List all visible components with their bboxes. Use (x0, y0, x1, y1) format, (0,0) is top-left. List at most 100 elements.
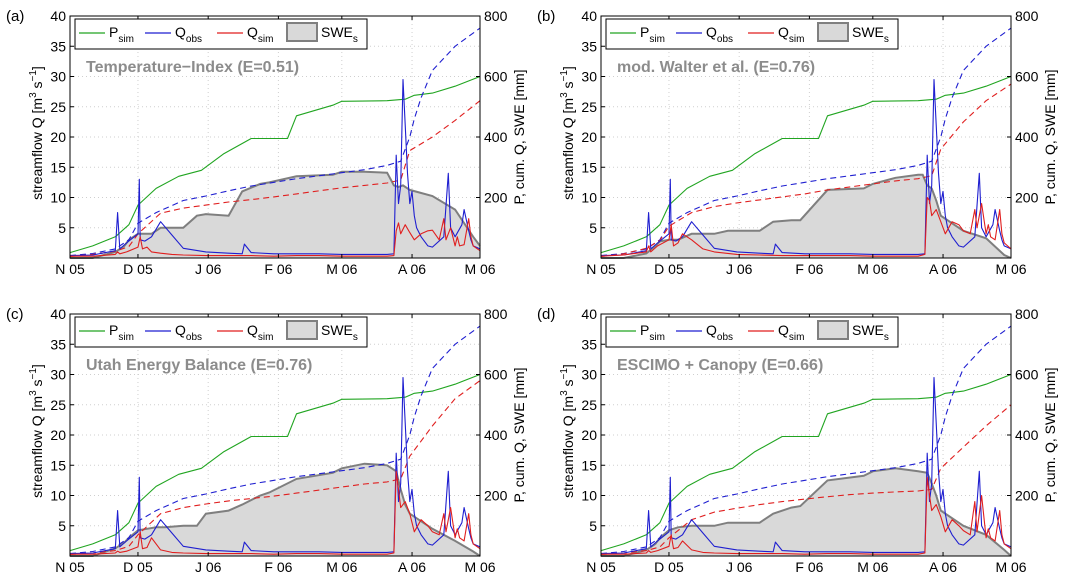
legend-label-sub: s (884, 34, 889, 45)
panel-label: (b) (537, 8, 555, 25)
y-left-tick-label: 15 (581, 159, 597, 175)
y-left-tick-label: 25 (50, 99, 66, 115)
legend-label-sub: sim (258, 34, 274, 45)
y-left-tick-label: 40 (581, 8, 597, 24)
x-tick-label: A 06 (929, 261, 957, 277)
y-axis-left-label-sup2: −1 (559, 368, 570, 380)
y-left-tick-label: 35 (50, 38, 66, 54)
q-obs-line (600, 78, 1012, 257)
y-right-tick-label: 400 (484, 427, 508, 443)
legend: Psim Qobs Qsim SWEs (74, 18, 368, 50)
legend-label-main: Q (706, 322, 717, 338)
x-tick-label: M 06 (464, 559, 495, 574)
legend-label-sub: obs (186, 332, 202, 343)
y-left-tick-label: 15 (50, 159, 66, 175)
chart-panel-c: N 05 D 05 J 06 F 06 M 06 A 06 M 06 5 10 15 20 25 30 3… (6, 306, 527, 574)
y-right-tick-label: 800 (1015, 306, 1039, 322)
y-right-tick-label: 200 (484, 488, 508, 504)
legend-label: Qobs (706, 322, 733, 343)
legend-label-main: Q (706, 24, 717, 40)
legend-label-main: P (640, 24, 649, 40)
q-obs-cumulative-line (600, 27, 1012, 257)
x-tick-label: F 06 (795, 559, 823, 574)
y-right-tick-label: 600 (1015, 367, 1039, 383)
x-tick-label: M 06 (995, 559, 1026, 574)
legend-label-main: P (109, 322, 118, 338)
y-axis-left-label-sup1: 3 (559, 390, 570, 396)
chart-title: mod. Walter et al. (E=0.76) (617, 59, 815, 76)
legend-label-main: Q (247, 24, 258, 40)
y-axis-right-label: P, cum. Q, SWE [mm] (1042, 367, 1058, 502)
legend-label-main: P (109, 24, 118, 40)
y-left-tick-label: 5 (58, 518, 66, 534)
legend-label-sub: sim (649, 34, 665, 45)
x-tick-label: A 06 (929, 559, 957, 574)
legend-label-sub: sim (789, 332, 805, 343)
legend-label: Qobs (706, 24, 733, 45)
x-tick-label: M 06 (995, 261, 1026, 277)
y-left-tick-label: 30 (50, 367, 66, 383)
chart-panel-a: N 05 D 05 J 06 F 06 M 06 A 06 M 06 5 10 15 20 25 30 3… (6, 8, 527, 277)
x-tick-label: M 06 (326, 559, 357, 574)
legend-label: Psim (109, 322, 134, 343)
p-sim-line (600, 75, 1012, 254)
y-left-tick-label: 10 (581, 488, 597, 504)
x-tick-label: F 06 (795, 261, 823, 277)
y-left-tick-label: 40 (50, 8, 66, 24)
legend-label: Qsim (778, 322, 804, 343)
q-obs-cumulative-line (600, 325, 1012, 555)
y-left-tick-label: 40 (50, 306, 66, 322)
swe-outline (601, 467, 1012, 557)
y-left-tick-label: 15 (50, 457, 66, 473)
y-axis-left-label-mid: s (29, 81, 45, 92)
x-tick-label: A 06 (398, 261, 426, 277)
y-right-tick-label: 400 (1015, 427, 1039, 443)
x-tick-label: J 06 (726, 559, 753, 574)
legend-label: Qsim (778, 24, 804, 45)
x-tick-label: J 06 (726, 261, 753, 277)
legend-box (605, 316, 899, 348)
swe-area (70, 171, 480, 258)
swe-outline (601, 173, 1012, 259)
q-obs-cumulative-line (69, 27, 481, 257)
legend-label-sub: s (353, 332, 358, 343)
y-left-tick-label: 25 (581, 397, 597, 413)
x-tick-label: F 06 (264, 559, 292, 574)
legend-label-main: SWE (852, 322, 884, 338)
swe-area (601, 468, 1011, 556)
y-left-tick-label: 30 (50, 69, 66, 85)
panel-label: (c) (6, 306, 24, 323)
legend-label-sub: obs (717, 34, 733, 45)
chart-title: ESCIMO + Canopy (E=0.66) (617, 357, 823, 374)
legend-label: Psim (640, 24, 665, 45)
y-left-tick-label: 20 (50, 427, 66, 443)
y-left-tick-label: 5 (589, 220, 597, 236)
y-axis-left-label-main: streamflow Q [m (29, 98, 45, 200)
x-tick-label: M 06 (326, 261, 357, 277)
chart-title: Utah Energy Balance (E=0.76) (86, 357, 312, 374)
y-axis-left-label-main: streamflow Q [m (560, 396, 576, 498)
y-axis-left-label-mid: s (560, 379, 576, 390)
y-axis-left-label-main: streamflow Q [m (29, 396, 45, 498)
y-left-tick-label: 10 (581, 190, 597, 206)
legend-label-sub: sim (649, 332, 665, 343)
y-right-tick-label: 200 (1015, 488, 1039, 504)
y-axis-left-label: streamflow Q [m3 s−1] (559, 66, 576, 200)
legend-label-main: Q (778, 322, 789, 338)
x-tick-label: N 05 (55, 261, 85, 277)
swe-outline (70, 462, 481, 557)
p-sim-line (600, 373, 1012, 552)
y-left-tick-label: 35 (581, 38, 597, 54)
q-sim-line (601, 476, 1012, 555)
legend-label-main: Q (247, 322, 258, 338)
y-left-tick-label: 10 (50, 190, 66, 206)
legend-label: Qobs (175, 322, 202, 343)
y-axis-left-label-sup2: −1 (559, 70, 570, 82)
y-left-tick-label: 5 (58, 220, 66, 236)
legend-label: Qsim (247, 24, 273, 45)
legend-label: SWEs (852, 322, 889, 343)
x-tick-label: F 06 (264, 261, 292, 277)
y-left-tick-label: 25 (50, 397, 66, 413)
legend-box (605, 18, 899, 50)
y-right-tick-label: 400 (1015, 129, 1039, 145)
